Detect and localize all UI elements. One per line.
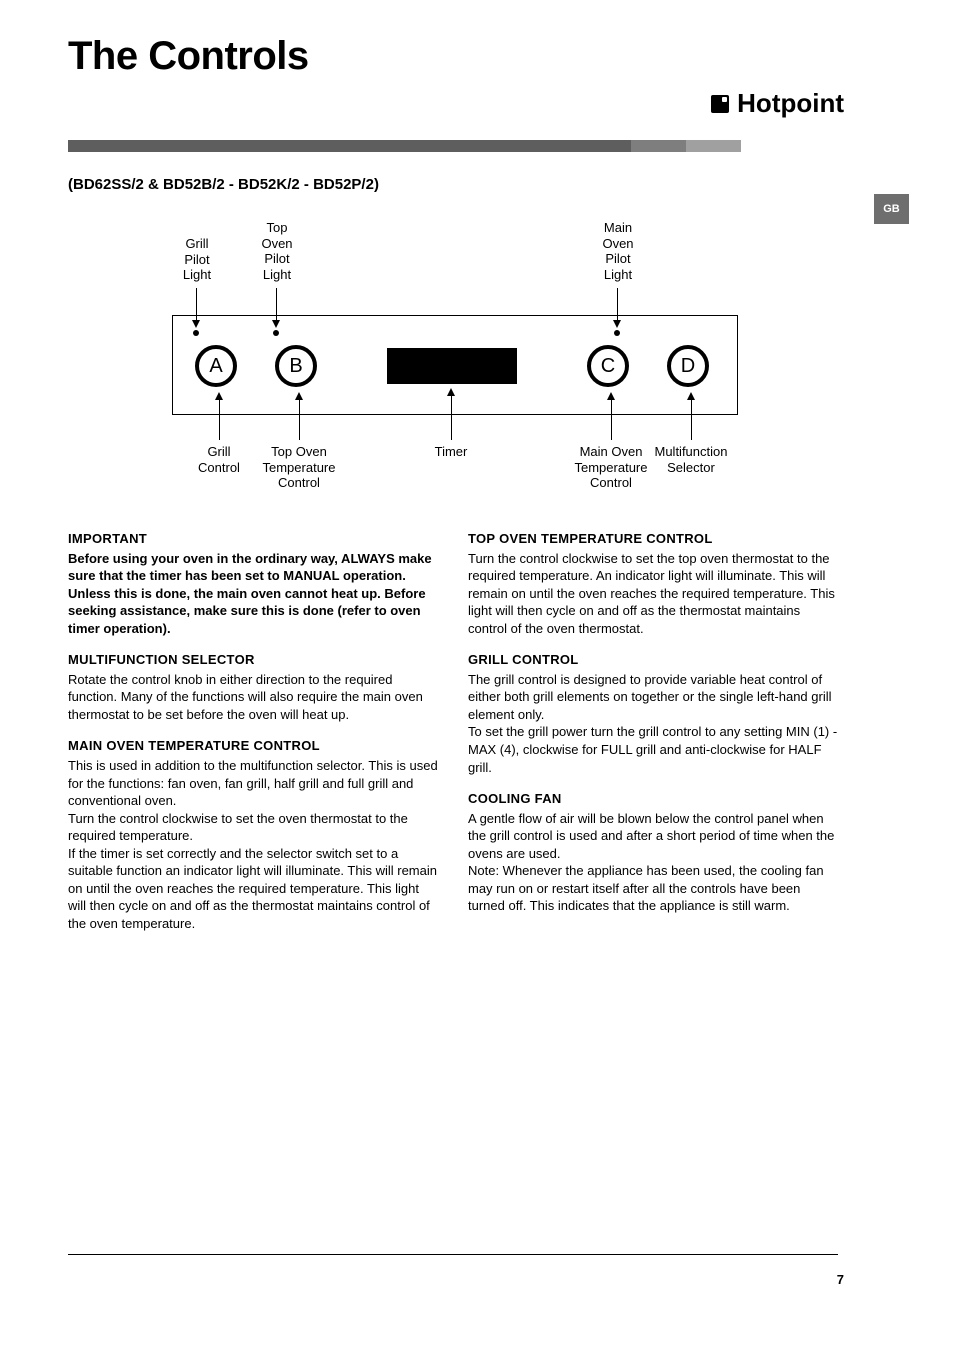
paragraph-main-1: This is used in addition to the multifun… bbox=[68, 757, 438, 810]
label-multifunction: Multifunction Selector bbox=[641, 444, 741, 475]
paragraph-multifunction: Rotate the control knob in either direct… bbox=[68, 671, 438, 724]
paragraph-main-2: Turn the control clockwise to set the ov… bbox=[68, 810, 438, 845]
heading-top-oven-temp: TOP OVEN TEMPERATURE CONTROL bbox=[468, 530, 838, 548]
heading-important: IMPORTANT bbox=[68, 530, 438, 548]
model-numbers: (BD62SS/2 & BD52B/2 - BD52K/2 - BD52P/2) bbox=[68, 176, 379, 193]
language-tab: GB bbox=[874, 194, 909, 224]
grill-pilot-light bbox=[193, 330, 199, 336]
label-main-oven-pilot: Main Oven Pilot Light bbox=[568, 220, 668, 282]
paragraph-grill-2: To set the grill power turn the grill co… bbox=[468, 723, 838, 776]
knob-a: A bbox=[195, 345, 237, 387]
knob-c: C bbox=[587, 345, 629, 387]
brand-icon bbox=[711, 95, 729, 113]
paragraph-grill-1: The grill control is designed to provide… bbox=[468, 671, 838, 724]
heading-multifunction: MULTIFUNCTION SELECTOR bbox=[68, 651, 438, 669]
main-oven-pilot-light bbox=[614, 330, 620, 336]
heading-cooling-fan: COOLING FAN bbox=[468, 790, 838, 808]
decorative-bar bbox=[68, 140, 841, 152]
top-oven-pilot-light bbox=[273, 330, 279, 336]
paragraph-top-oven: Turn the control clockwise to set the to… bbox=[468, 550, 838, 638]
paragraph-cool-1: A gentle flow of air will be blown below… bbox=[468, 810, 838, 863]
page-title: The Controls bbox=[68, 34, 309, 79]
paragraph-main-3: If the timer is set correctly and the se… bbox=[68, 845, 438, 933]
label-top-oven-temp: Top Oven Temperature Control bbox=[249, 444, 349, 491]
footer-rule bbox=[68, 1254, 838, 1255]
label-timer: Timer bbox=[401, 444, 501, 460]
brand-logo: Hotpoint bbox=[711, 88, 844, 119]
right-column: TOP OVEN TEMPERATURE CONTROL Turn the co… bbox=[468, 530, 838, 932]
knob-b: B bbox=[275, 345, 317, 387]
heading-main-oven-temp: MAIN OVEN TEMPERATURE CONTROL bbox=[68, 737, 438, 755]
timer-display bbox=[387, 348, 517, 384]
page-number: 7 bbox=[837, 1272, 844, 1287]
left-column: IMPORTANT Before using your oven in the … bbox=[68, 530, 438, 932]
paragraph-cool-2: Note: Whenever the appliance has been us… bbox=[468, 862, 838, 915]
controls-diagram: Grill Pilot Light Top Oven Pilot Light M… bbox=[155, 210, 755, 510]
brand-text: Hotpoint bbox=[737, 88, 844, 119]
knob-d: D bbox=[667, 345, 709, 387]
paragraph-important: Before using your oven in the ordinary w… bbox=[68, 550, 438, 638]
body-columns: IMPORTANT Before using your oven in the … bbox=[68, 530, 838, 932]
heading-grill-control: GRILL CONTROL bbox=[468, 651, 838, 669]
label-top-oven-pilot: Top Oven Pilot Light bbox=[227, 220, 327, 282]
